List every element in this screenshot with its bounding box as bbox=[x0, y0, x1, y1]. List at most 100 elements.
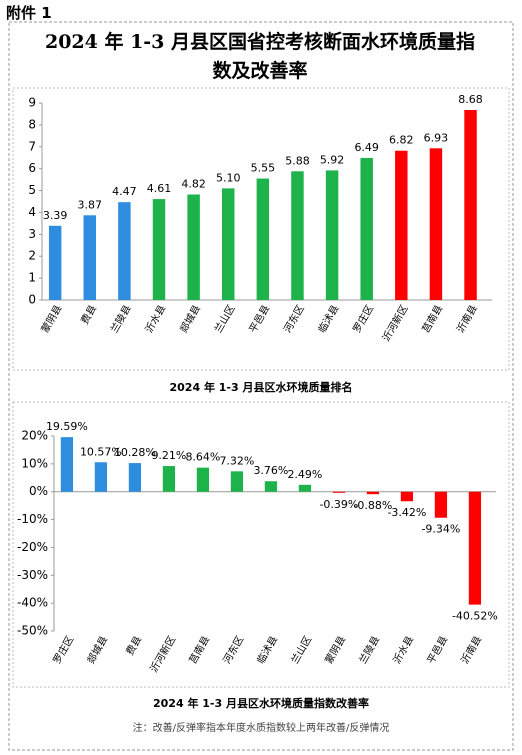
bar bbox=[256, 178, 270, 300]
y-tick-label: -40% bbox=[17, 596, 48, 610]
document-title: 2024 年 1-3 月县区国省控考核断面水环境质量指数及改善率 bbox=[44, 31, 476, 82]
bar bbox=[434, 491, 448, 518]
y-tick-label: 0% bbox=[29, 484, 48, 498]
x-tick-label: 兰山区 bbox=[211, 303, 237, 335]
y-tick-label: 5 bbox=[28, 183, 36, 197]
x-tick-label: 沂水县 bbox=[390, 634, 416, 666]
y-tick-label: -30% bbox=[17, 568, 48, 582]
bar bbox=[152, 199, 166, 300]
y-tick-label: 9 bbox=[28, 96, 36, 110]
x-tick-label: 平邑县 bbox=[247, 303, 272, 335]
value-label: 8.68 bbox=[458, 93, 483, 106]
x-tick-label: 河东区 bbox=[281, 303, 307, 335]
bar bbox=[48, 225, 62, 300]
x-tick-label: 沂河新区 bbox=[147, 634, 178, 675]
value-label: 4.47 bbox=[112, 185, 137, 198]
x-tick-label: 郯城县 bbox=[177, 303, 203, 335]
value-label: 9.21% bbox=[151, 449, 186, 462]
x-tick-label: 费县 bbox=[78, 303, 99, 327]
value-label: 4.82 bbox=[181, 177, 206, 190]
y-tick-label: 7 bbox=[28, 139, 36, 153]
value-label: 3.87 bbox=[78, 198, 103, 211]
value-label: 4.61 bbox=[147, 182, 172, 195]
y-tick-label: -50% bbox=[17, 624, 48, 638]
x-tick-label: 临沭县 bbox=[315, 303, 341, 335]
y-tick-label: 4 bbox=[28, 205, 36, 219]
value-label: -0.39% bbox=[319, 498, 358, 511]
y-tick-label: 20% bbox=[21, 429, 48, 443]
outer-border bbox=[8, 21, 514, 751]
x-tick-label: 罗庄区 bbox=[350, 303, 376, 335]
value-label: 2.49% bbox=[287, 468, 322, 481]
value-label: -9.34% bbox=[421, 523, 460, 536]
x-tick-label: 费县 bbox=[123, 634, 144, 658]
bar bbox=[291, 171, 304, 300]
chart-caption: 2024 年 1-3 月县区水环境质量排名 bbox=[170, 380, 353, 394]
note: 注：改善/反弹率指本年度水质指数较上两年改善/反弹情况 bbox=[133, 721, 390, 734]
bar bbox=[264, 481, 278, 492]
bar bbox=[400, 491, 414, 502]
bar bbox=[332, 491, 346, 493]
x-tick-label: 沂南县 bbox=[458, 634, 484, 666]
bar bbox=[360, 157, 373, 300]
x-tick-label: 沂水县 bbox=[142, 303, 168, 335]
bar bbox=[94, 462, 108, 492]
bar bbox=[222, 188, 235, 300]
x-tick-label: 莒南县 bbox=[186, 634, 212, 666]
value-label: 10.28% bbox=[114, 446, 156, 459]
value-label: 5.10 bbox=[216, 171, 241, 184]
x-tick-label: 沂河新区 bbox=[379, 303, 410, 344]
x-tick-label: 兰陵县 bbox=[107, 303, 133, 335]
bar bbox=[83, 215, 96, 300]
chart-caption: 2024 年 1-3 月县区水环境质量指数改善率 bbox=[153, 696, 369, 710]
bar bbox=[196, 467, 210, 492]
value-label: 8.64% bbox=[185, 451, 220, 464]
value-label: 6.93 bbox=[424, 131, 449, 144]
bar bbox=[230, 471, 244, 492]
bar bbox=[464, 110, 477, 300]
value-label: 3.39 bbox=[43, 209, 68, 222]
value-label: 5.92 bbox=[320, 153, 345, 166]
bar bbox=[298, 484, 312, 492]
value-label: 5.88 bbox=[285, 154, 310, 167]
x-tick-label: 郯城县 bbox=[84, 634, 110, 666]
attachment-label: 附件 1 bbox=[6, 4, 52, 22]
bar bbox=[429, 148, 443, 300]
bar bbox=[468, 491, 482, 605]
bar bbox=[128, 463, 142, 492]
value-label: 10.57% bbox=[80, 445, 122, 458]
y-tick-label: 2 bbox=[28, 249, 36, 263]
value-label: 5.55 bbox=[251, 162, 276, 175]
y-tick-label: -10% bbox=[17, 512, 48, 526]
bar bbox=[162, 466, 176, 492]
x-tick-label: 蒙阴县 bbox=[322, 634, 348, 666]
x-tick-label: 临沭县 bbox=[254, 634, 280, 666]
x-tick-label: 河东区 bbox=[220, 634, 246, 666]
x-tick-label: 沂南县 bbox=[454, 303, 480, 335]
value-label: 6.82 bbox=[389, 134, 414, 147]
value-label: 6.49 bbox=[354, 141, 379, 154]
value-label: -3.42% bbox=[387, 506, 426, 519]
y-tick-label: -20% bbox=[17, 540, 48, 554]
x-tick-label: 莒南县 bbox=[419, 303, 445, 335]
bar bbox=[366, 491, 380, 495]
x-tick-label: 罗庄区 bbox=[50, 634, 76, 666]
y-tick-label: 8 bbox=[28, 117, 36, 131]
bar bbox=[187, 194, 200, 300]
bar bbox=[118, 202, 131, 300]
bar bbox=[325, 170, 339, 300]
y-tick-label: 6 bbox=[28, 161, 36, 175]
y-tick-label: 10% bbox=[21, 456, 48, 470]
value-label: 7.32% bbox=[219, 454, 254, 467]
chart-panel bbox=[12, 87, 510, 371]
x-tick-label: 兰山区 bbox=[288, 634, 314, 666]
chart-panel bbox=[12, 401, 510, 688]
value-label: -0.88% bbox=[353, 499, 392, 512]
value-label: -40.52% bbox=[452, 610, 498, 623]
x-tick-label: 兰陵县 bbox=[356, 634, 382, 666]
y-tick-label: 3 bbox=[28, 227, 36, 241]
x-tick-label: 平邑县 bbox=[425, 634, 450, 666]
value-label: 19.59% bbox=[46, 420, 88, 433]
